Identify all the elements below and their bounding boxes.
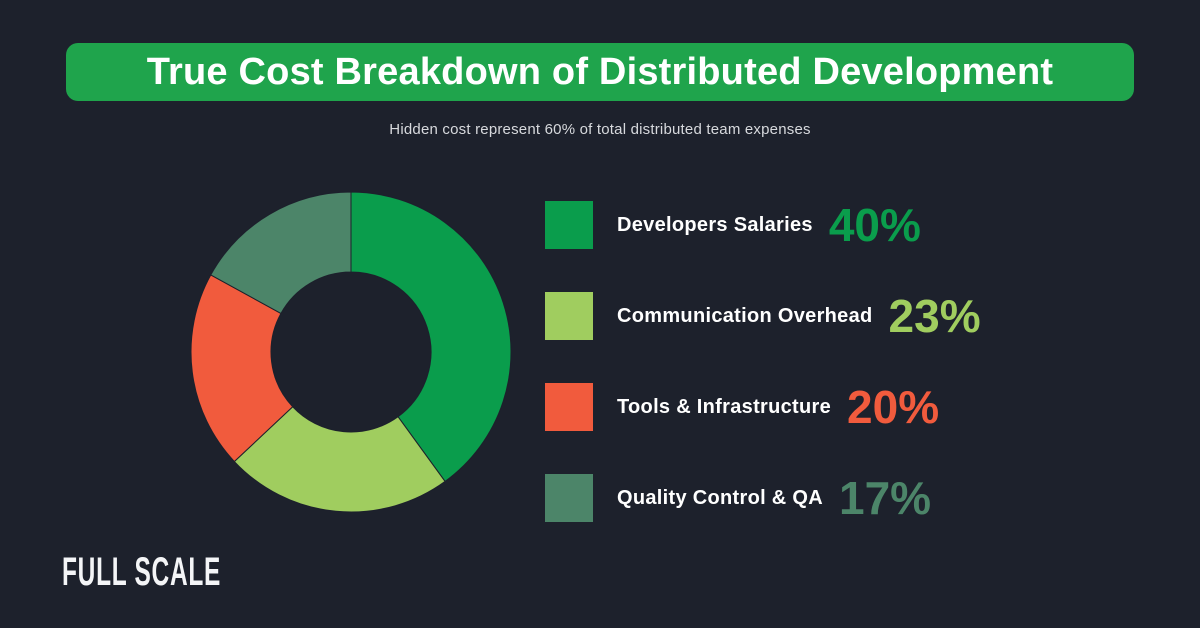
legend-item-tools-infrastructure: Tools & Infrastructure 20% bbox=[545, 383, 981, 431]
legend-item-quality-control-qa: Quality Control & QA 17% bbox=[545, 474, 981, 522]
legend-item-communication-overhead: Communication Overhead 23% bbox=[545, 292, 981, 340]
donut-segment-tools-infrastructure bbox=[190, 274, 294, 463]
legend-label: Quality Control & QA bbox=[617, 486, 823, 509]
legend-value: 23% bbox=[888, 290, 981, 342]
donut-segment-quality-control-qa bbox=[210, 191, 352, 315]
chart-legend: Developers Salaries 40% Communication Ov… bbox=[545, 201, 981, 522]
subtitle: Hidden cost represent 60% of total distr… bbox=[389, 121, 811, 138]
legend-swatch-orange bbox=[545, 383, 593, 431]
legend-value: 17% bbox=[839, 472, 932, 524]
full-scale-logo: FULL SCALE bbox=[62, 549, 222, 595]
legend-swatch-light-green bbox=[545, 292, 593, 340]
donut-chart bbox=[189, 190, 513, 514]
donut-chart-svg bbox=[190, 191, 512, 513]
legend-value: 20% bbox=[847, 381, 940, 433]
legend-label: Developers Salaries bbox=[617, 213, 813, 236]
legend-value: 40% bbox=[828, 199, 921, 251]
legend-label: Communication Overhead bbox=[617, 304, 873, 327]
legend-label: Tools & Infrastructure bbox=[617, 395, 832, 418]
title-banner: True Cost Breakdown of Distributed Devel… bbox=[66, 43, 1134, 101]
legend-swatch-sage bbox=[545, 474, 593, 522]
donut-segment-developers-salaries bbox=[350, 191, 512, 483]
legend-swatch-green bbox=[545, 201, 593, 249]
page-title: True Cost Breakdown of Distributed Devel… bbox=[146, 50, 1054, 93]
legend-item-developers-salaries: Developers Salaries 40% bbox=[545, 201, 981, 249]
donut-segment-communication-overhead bbox=[233, 406, 446, 513]
